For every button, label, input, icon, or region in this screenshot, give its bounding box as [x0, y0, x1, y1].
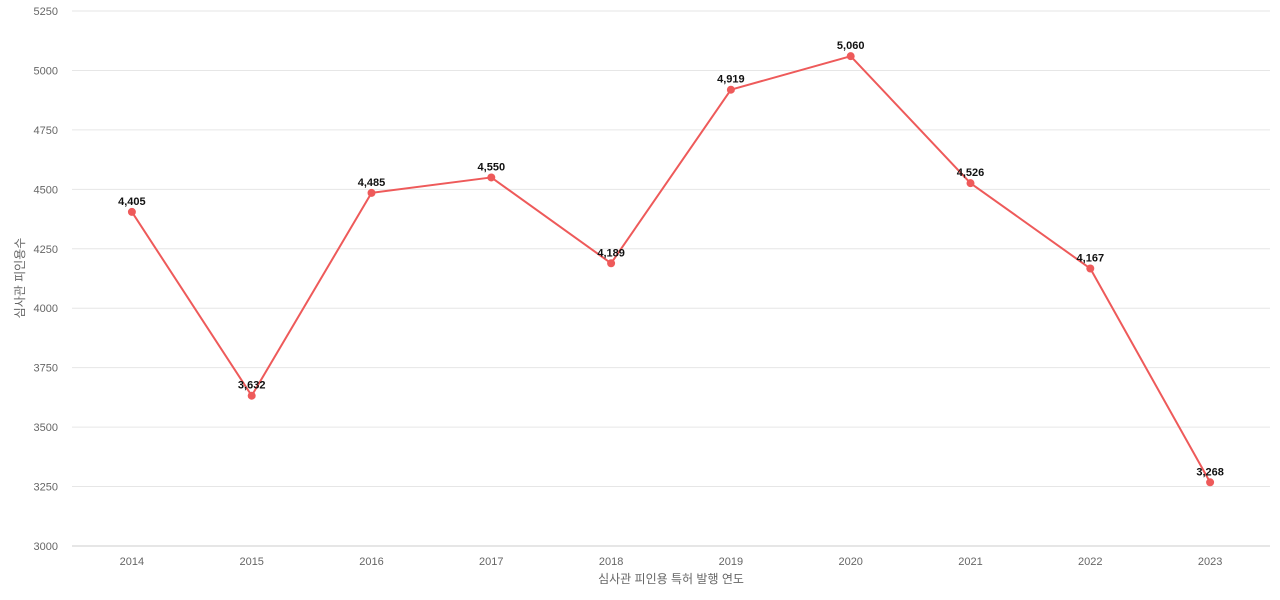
data-label-layer: 4,405 3,632 4,485 4,550 4,189 4,919 5,060 4,526…	[118, 40, 1224, 478]
data-label: 4,405	[118, 196, 146, 208]
x-tick-label: 2020	[838, 556, 862, 568]
grid-layer	[72, 10, 1270, 547]
series-line	[131, 55, 1211, 483]
data-point	[487, 173, 496, 182]
series-layer	[127, 52, 1215, 487]
y-tick-label: 3000	[34, 541, 58, 553]
y-tick-label: 4750	[34, 125, 58, 137]
y-tick-label: 4500	[34, 184, 58, 196]
data-point	[966, 179, 975, 188]
x-tick-label: 2021	[958, 556, 982, 568]
x-tick-label: 2017	[479, 556, 503, 568]
x-tick-label: 2015	[239, 556, 263, 568]
x-tick-label: 2023	[1198, 556, 1222, 568]
y-axis-ticks: 3000 3250 3500 3750 4000 4250 4500 4750 5000 5250	[34, 6, 58, 553]
y-tick-label: 4250	[34, 244, 58, 256]
x-tick-label: 2014	[120, 556, 144, 568]
data-point	[607, 259, 616, 268]
data-point	[846, 52, 855, 61]
data-point	[367, 188, 376, 197]
data-point	[247, 391, 256, 400]
data-label: 4,526	[957, 167, 985, 179]
data-point	[127, 207, 136, 216]
y-tick-label: 3250	[34, 482, 58, 494]
y-tick-label: 3500	[34, 422, 58, 434]
data-point	[726, 85, 735, 94]
y-axis-title: 심사관 피인용수	[13, 238, 27, 319]
data-label: 3,268	[1196, 466, 1224, 478]
x-axis-ticks: 2014 2015 2016 2017 2018 2019 2020 2021 2022 2023	[120, 556, 1223, 568]
x-tick-label: 2018	[599, 556, 623, 568]
x-tick-label: 2019	[719, 556, 743, 568]
y-tick-label: 5000	[34, 65, 58, 77]
data-label: 4,919	[717, 74, 745, 86]
y-tick-label: 5250	[34, 6, 58, 18]
data-label: 4,167	[1077, 253, 1105, 265]
data-label: 3,632	[238, 380, 266, 392]
data-label: 4,550	[478, 161, 506, 173]
data-label: 5,060	[837, 40, 865, 52]
data-point	[1086, 264, 1095, 273]
y-tick-label: 4000	[34, 303, 58, 315]
x-tick-label: 2022	[1078, 556, 1102, 568]
data-label: 4,485	[358, 177, 386, 189]
x-axis-title: 심사관 피인용 특허 발행 연도	[598, 571, 744, 586]
x-tick-label: 2016	[359, 556, 383, 568]
data-point	[1206, 478, 1215, 487]
data-label: 4,189	[597, 247, 625, 259]
y-tick-label: 3750	[34, 363, 58, 375]
